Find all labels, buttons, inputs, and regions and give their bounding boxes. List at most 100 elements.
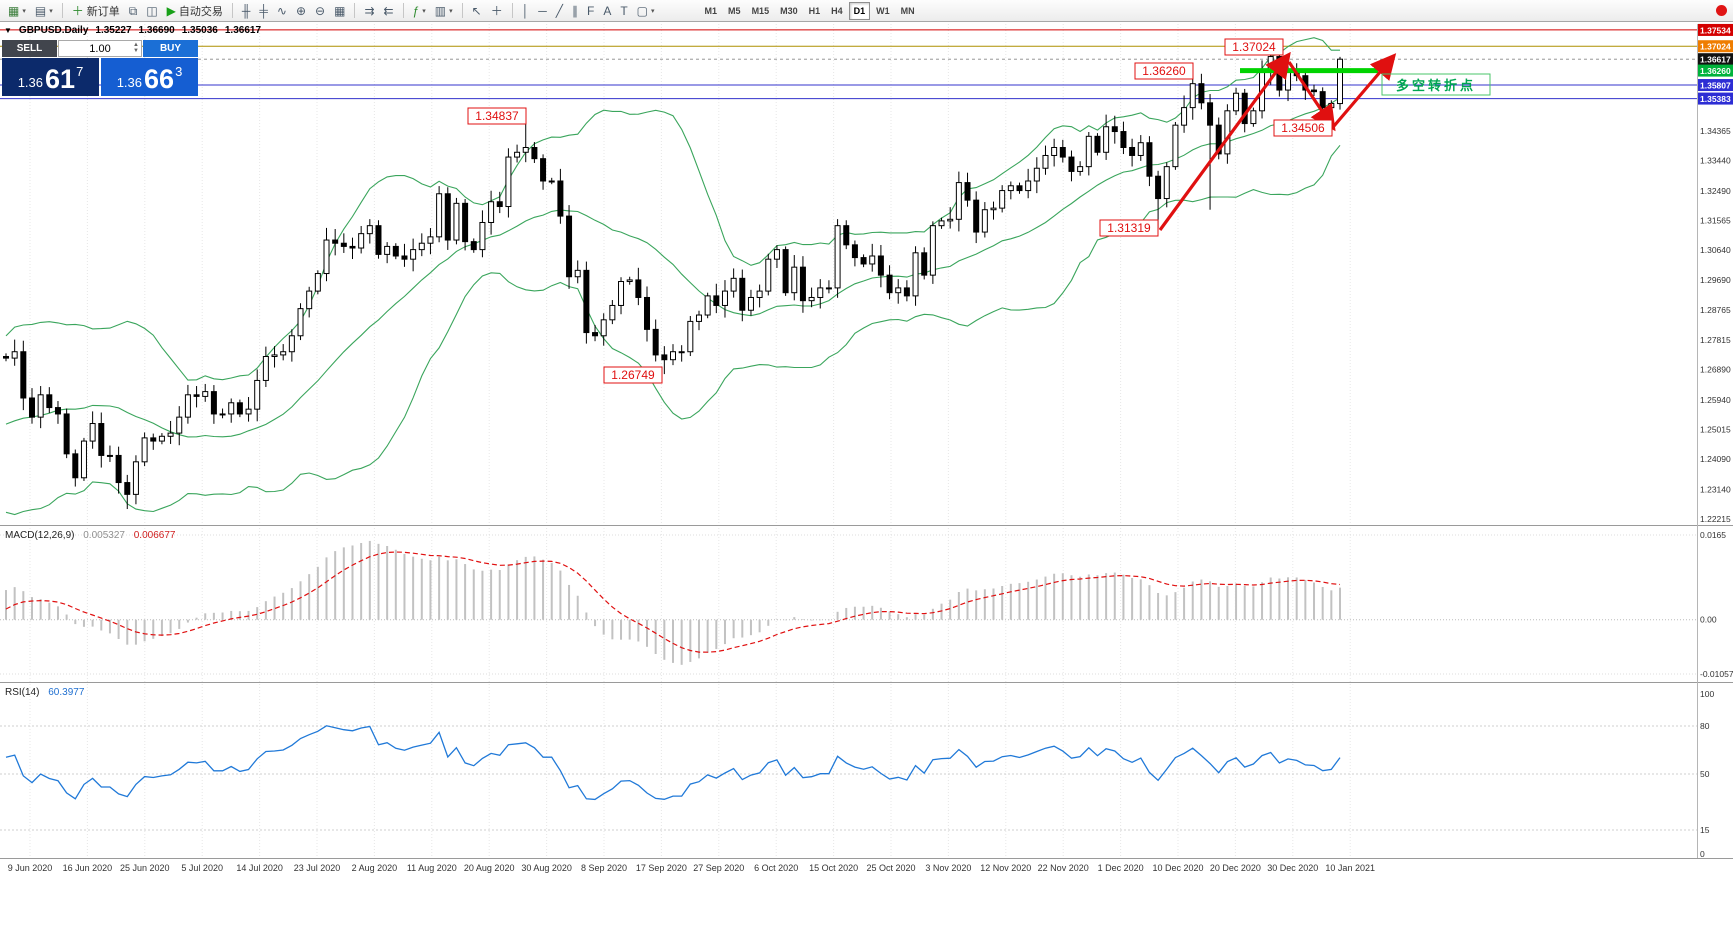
cursor-button[interactable]: ↖: [468, 1, 486, 21]
price-annotation-box[interactable]: [603, 366, 663, 384]
ohlc-open: 1.35227: [95, 25, 132, 36]
auto-scroll-button[interactable]: ⇉: [360, 1, 378, 21]
bar-chart-button[interactable]: ╫: [238, 1, 255, 21]
price-axis[interactable]: 1.34365 1.33440 1.32490 1.31565 1.30640 1.296…: [1698, 23, 1733, 859]
main-chart-pane[interactable]: [0, 29, 1697, 516]
timeframe-m15-button[interactable]: M15: [751, 5, 770, 16]
crosshair-button[interactable]: ＋: [487, 1, 507, 21]
chart-shift-button[interactable]: ⇇: [380, 1, 398, 21]
shapes-button-caret-icon[interactable]: ▾: [651, 7, 655, 15]
line-chart-button-icon: ∿: [276, 3, 287, 18]
macd-label: MACD(12,26,9): [5, 530, 75, 541]
svg-text:1.25940: 1.25940: [1700, 395, 1731, 405]
timeframe-m1-button[interactable]: M1: [704, 5, 718, 16]
toolbar-separator: [402, 3, 404, 18]
new-order-button[interactable]: ＋新订单: [68, 1, 124, 21]
chart-annotations[interactable]: 1.37024 1.36260 1.34837 1.34506 1.31319 1.267…: [467, 38, 1491, 384]
trend-arrow[interactable]: [1332, 53, 1397, 128]
toolbar-separator: [354, 3, 356, 18]
trend-arrow[interactable]: [1287, 61, 1336, 132]
toolbar-separator: [61, 3, 63, 18]
time-axis[interactable]: 9 Jun 2020 16 Jun 2020 25 Jun 2020 5 Jul 20…: [8, 863, 1375, 873]
channel-button-icon: ∥: [571, 3, 578, 18]
price-annotation-box[interactable]: [1134, 62, 1194, 80]
trend-arrow[interactable]: [1158, 51, 1291, 231]
macd-pane[interactable]: [0, 534, 1697, 675]
svg-text:3 Nov 2020: 3 Nov 2020: [925, 863, 971, 873]
note-box[interactable]: [1381, 73, 1491, 96]
svg-text:0: 0: [1700, 849, 1705, 859]
candles: [3, 45, 1343, 510]
timeframe-h4-button[interactable]: H4: [831, 5, 843, 16]
text-button-icon: A: [603, 3, 612, 18]
svg-text:27 Sep 2020: 27 Sep 2020: [693, 863, 744, 873]
label-button[interactable]: T: [616, 1, 631, 21]
alert-indicator-icon[interactable]: [1716, 5, 1727, 16]
depth-of-market-button[interactable]: ◫: [142, 1, 161, 21]
trendline-button[interactable]: ╱: [552, 1, 567, 21]
zoom-out-button[interactable]: ⊖: [311, 1, 329, 21]
text-button[interactable]: A: [599, 1, 615, 21]
horizontal-line-button[interactable]: ─: [534, 1, 551, 21]
svg-text:1.32490: 1.32490: [1700, 186, 1731, 196]
svg-text:0.0165: 0.0165: [1700, 530, 1726, 540]
autotrading-button[interactable]: ▶ 自动交易: [163, 1, 227, 21]
window-list-button[interactable]: ⧉: [125, 1, 142, 21]
price-annotation-box[interactable]: [467, 107, 527, 125]
ohlc-high: 1.36690: [138, 25, 175, 36]
shapes-button[interactable]: ▢ ▾: [633, 1, 659, 21]
profiles-button[interactable]: ▤ ▾: [31, 1, 57, 21]
buy-price-point: 3: [175, 64, 183, 79]
one-click-collapse-icon[interactable]: ▼: [4, 26, 12, 35]
svg-text:100: 100: [1700, 689, 1714, 699]
price-tag-text: 1.37024: [1700, 42, 1731, 52]
timeframe-m5-button[interactable]: M5: [728, 5, 741, 16]
indicators-button-icon: ƒ: [412, 3, 420, 18]
indicators-button[interactable]: ƒ ▾: [409, 1, 430, 21]
indicators-button-caret-icon[interactable]: ▾: [422, 7, 426, 15]
sell-button[interactable]: SELL: [2, 40, 57, 57]
volume-input[interactable]: 1.00 ▲ ▼: [58, 40, 142, 57]
toolbar: ▦ ▾ ▤ ▾ ＋新订单 ⧉ ◫ ▶ 自动交易 ╫ ╪ ∿ ⊕ ⊖ ▦ ⇉ ⇇ ƒ ▾ ▥ ▾ ↖ ＋ │ ─ ╱ ∥ F A T ▢ ▾ M1…: [0, 0, 1733, 22]
pane-separators[interactable]: [0, 24, 1733, 859]
price-annotation-box[interactable]: [1224, 38, 1284, 56]
rsi-pane[interactable]: [0, 725, 1697, 831]
volume-stepper[interactable]: ▲ ▼: [133, 42, 139, 54]
zoom-in-button[interactable]: ⊕: [292, 1, 310, 21]
price-tag: [1698, 40, 1733, 53]
timeframe-mn-button[interactable]: MN: [900, 5, 915, 16]
price-tag-text: 1.37534: [1700, 25, 1731, 35]
buy-price-display[interactable]: 1.36 66 3: [101, 58, 198, 96]
toolbar-separator: [461, 3, 463, 18]
profiles-button-caret-icon[interactable]: ▾: [49, 7, 53, 15]
macd-signal-line: [5, 551, 1341, 653]
new-chart-button-caret-icon[interactable]: ▾: [22, 7, 26, 15]
shapes-button-icon: ▢: [636, 3, 649, 18]
svg-text:1.27815: 1.27815: [1700, 335, 1731, 345]
price-annotation-box[interactable]: [1099, 219, 1159, 237]
channel-button[interactable]: ∥: [568, 1, 582, 21]
one-click-trading-panel: SELL 1.00 ▲ ▼ BUY 1.36 61 7 1.36 66 3: [2, 40, 198, 96]
bar-chart-button-icon: ╫: [241, 3, 251, 18]
new-chart-button[interactable]: ▦ ▾: [4, 1, 30, 21]
templates-button-caret-icon[interactable]: ▾: [449, 7, 453, 15]
price-annotation-text: 1.26749: [611, 368, 655, 382]
timeframe-w1-button[interactable]: W1: [876, 5, 890, 16]
sell-price-display[interactable]: 1.36 61 7: [2, 58, 99, 96]
timeframe-m30-button[interactable]: M30: [780, 5, 798, 16]
timeframe-h1-button[interactable]: H1: [808, 5, 821, 16]
tile-windows-button-icon: ▦: [334, 3, 346, 18]
candlestick-chart-button[interactable]: ╪: [255, 1, 272, 21]
line-chart-button[interactable]: ∿: [273, 1, 291, 21]
tile-windows-button[interactable]: ▦: [330, 1, 349, 21]
price-tag: [1698, 23, 1733, 36]
buy-button[interactable]: BUY: [143, 40, 198, 57]
templates-button[interactable]: ▥ ▾: [431, 1, 457, 21]
price-annotation-box[interactable]: [1273, 119, 1333, 137]
vertical-line-button[interactable]: │: [518, 1, 534, 21]
zoom-in-button-icon: ⊕: [295, 3, 307, 18]
fibonacci-button[interactable]: F: [583, 1, 598, 21]
timeframe-d1-button[interactable]: D1: [848, 1, 871, 20]
